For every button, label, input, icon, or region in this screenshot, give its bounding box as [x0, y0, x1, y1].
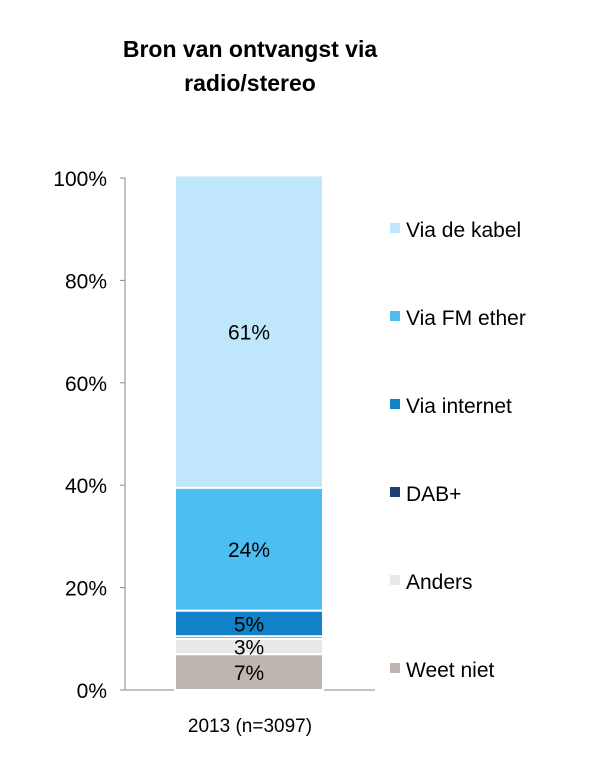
data-label: 61% [228, 322, 270, 345]
legend-label: Via FM ether [406, 307, 526, 330]
y-tick-label: 60% [65, 373, 107, 396]
data-label: 24% [228, 539, 270, 562]
legend: Via de kabel Via FM ether Via internet DAB+… [390, 219, 526, 682]
bar-segment-weet-niet [174, 653, 324, 691]
chart-title: Bron van ontvangst via radio/stereo [50, 32, 450, 100]
legend-swatch [390, 311, 400, 321]
bar-stack: 7% 3%5% 24% 61% [174, 174, 324, 691]
data-label: 3% [234, 636, 264, 659]
chart-title-line-1: Bron van ontvangst via [122, 36, 378, 62]
y-tick-label: 40% [65, 475, 107, 498]
bar-segment-via-de-kabel [174, 174, 324, 489]
y-tick-label: 100% [53, 168, 107, 191]
data-label: 7% [234, 662, 264, 685]
y-tick-label: 20% [65, 578, 107, 601]
y-tick-label: 80% [65, 270, 107, 293]
bar-segment-via-internet [174, 609, 324, 638]
legend-swatch [390, 663, 400, 673]
legend-swatch [390, 223, 400, 233]
data-label: 5% [234, 613, 264, 636]
legend-label: Via de kabel [406, 219, 521, 242]
chart-title-line-2: radio/stereo [184, 70, 316, 96]
legend-label: Via internet [406, 395, 512, 418]
legend-label: DAB+ [406, 483, 461, 506]
y-tick-label: 0% [77, 680, 107, 703]
legend-swatch [390, 399, 400, 409]
legend-swatch [390, 575, 400, 585]
legend-swatch [390, 487, 400, 497]
legend-label: Anders [406, 571, 473, 594]
x-category-label: 2013 (n=3097) [188, 716, 312, 737]
y-axis: 0% 20% 40% 60% 80% 100% [53, 168, 375, 703]
bar-segment-via-fm-ether [174, 486, 324, 612]
legend-label: Weet niet [406, 659, 494, 682]
